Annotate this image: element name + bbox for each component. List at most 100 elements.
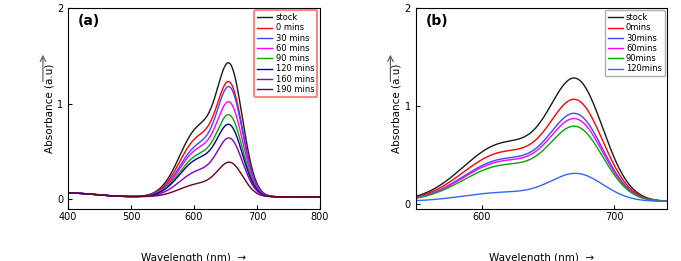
0mins xyxy=(411,195,419,199)
60mins xyxy=(570,117,578,120)
0mins xyxy=(570,98,578,101)
160 mins xyxy=(212,151,221,154)
60mins xyxy=(411,196,419,199)
160 mins xyxy=(316,195,324,198)
stock xyxy=(526,132,534,135)
stock xyxy=(316,195,324,198)
190 mins xyxy=(64,191,72,194)
30mins xyxy=(456,177,464,180)
Line: 0 mins: 0 mins xyxy=(68,81,320,197)
90mins xyxy=(411,197,419,200)
160 mins xyxy=(108,194,116,198)
30 mins xyxy=(233,102,241,105)
30 mins xyxy=(212,111,221,114)
30 mins xyxy=(129,195,137,198)
0mins xyxy=(601,146,609,149)
0 mins xyxy=(64,191,72,194)
90 mins xyxy=(233,126,241,129)
90mins xyxy=(580,129,588,132)
90mins xyxy=(476,170,484,173)
stock xyxy=(570,76,578,80)
160 mins xyxy=(64,191,72,194)
190 mins xyxy=(225,161,233,164)
90 mins xyxy=(108,194,116,198)
90mins xyxy=(560,128,568,132)
0 mins xyxy=(212,105,221,108)
Line: 120 mins: 120 mins xyxy=(68,124,320,197)
stock xyxy=(601,134,609,137)
120 mins xyxy=(108,194,116,198)
Y-axis label: Absorbance (a.u): Absorbance (a.u) xyxy=(392,64,402,153)
190 mins xyxy=(316,195,324,198)
30mins xyxy=(560,116,568,119)
stock xyxy=(476,151,484,155)
60mins xyxy=(601,156,609,159)
Text: Wavelength (nm)  →: Wavelength (nm) → xyxy=(142,253,247,261)
30 mins xyxy=(316,195,324,198)
90 mins xyxy=(64,191,72,194)
stock xyxy=(233,83,241,86)
120 mins xyxy=(316,195,324,198)
Line: stock: stock xyxy=(68,63,320,197)
Line: stock: stock xyxy=(415,78,667,201)
60 mins xyxy=(64,191,72,194)
Line: 30mins: 30mins xyxy=(415,113,667,201)
stock xyxy=(212,90,221,93)
60 mins xyxy=(316,195,324,198)
Line: 30 mins: 30 mins xyxy=(68,86,320,197)
120mins xyxy=(663,200,671,203)
30mins xyxy=(570,112,578,115)
120mins xyxy=(580,173,588,176)
Line: 60 mins: 60 mins xyxy=(68,102,320,197)
stock xyxy=(411,195,419,198)
90 mins xyxy=(129,195,137,198)
Line: 90 mins: 90 mins xyxy=(68,115,320,197)
stock xyxy=(178,149,186,152)
90 mins xyxy=(212,131,221,134)
stock xyxy=(560,83,568,86)
120mins xyxy=(560,174,568,177)
60mins xyxy=(663,200,671,203)
0mins xyxy=(456,173,464,176)
30 mins xyxy=(254,186,262,189)
Line: 160 mins: 160 mins xyxy=(68,138,320,197)
160 mins xyxy=(254,190,262,193)
120mins xyxy=(411,199,419,202)
60mins xyxy=(560,121,568,124)
Legend: stock, 0 mins, 30 mins, 60 mins, 90 mins, 120 mins, 160 mins, 190 mins: stock, 0 mins, 30 mins, 60 mins, 90 mins… xyxy=(255,10,317,97)
60mins xyxy=(476,167,484,170)
120mins xyxy=(601,185,609,188)
30mins xyxy=(526,151,534,154)
190 mins xyxy=(212,170,221,174)
60 mins xyxy=(129,195,137,198)
120mins xyxy=(476,192,484,195)
160 mins xyxy=(129,195,137,198)
120 mins xyxy=(129,195,137,198)
Text: (a): (a) xyxy=(78,14,100,28)
190 mins xyxy=(254,192,262,195)
30 mins xyxy=(108,194,116,198)
60 mins xyxy=(178,164,186,167)
stock xyxy=(224,61,232,64)
190 mins xyxy=(178,187,186,190)
30mins xyxy=(663,200,671,203)
60 mins xyxy=(108,194,116,198)
Text: (b): (b) xyxy=(426,14,448,28)
120 mins xyxy=(254,189,262,192)
160 mins xyxy=(225,136,233,139)
stock xyxy=(254,184,262,187)
120mins xyxy=(571,172,580,175)
Line: 90mins: 90mins xyxy=(415,126,667,201)
120 mins xyxy=(178,170,186,173)
stock xyxy=(456,168,464,171)
Line: 190 mins: 190 mins xyxy=(68,162,320,197)
0 mins xyxy=(316,195,324,198)
120 mins xyxy=(64,191,72,194)
60mins xyxy=(456,178,464,181)
60 mins xyxy=(254,187,262,191)
60 mins xyxy=(224,100,232,103)
0 mins xyxy=(178,156,186,159)
30mins xyxy=(601,153,609,156)
Y-axis label: Absorbance (a.u): Absorbance (a.u) xyxy=(44,64,54,153)
0 mins xyxy=(108,194,116,198)
